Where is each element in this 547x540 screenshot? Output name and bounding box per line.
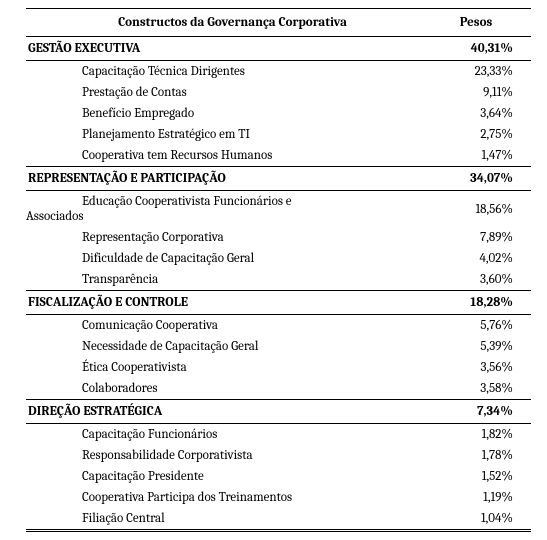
section-title: FISCALIZAÇÃO E CONTROLE [26, 291, 439, 315]
item-peso: 1,19% [439, 487, 531, 508]
section-row: GESTÃO EXECUTIVA 40,31% [26, 37, 531, 61]
table-row: Filiação Central1,04% [26, 508, 531, 531]
item-peso: 1,04% [439, 508, 531, 531]
section-title: REPRESENTAÇÃO E PARTICIPAÇÃO [26, 167, 439, 191]
item-label: Cooperativa Participa dos Treinamentos [26, 487, 439, 508]
section-peso: 18,28% [439, 291, 531, 315]
section-row: REPRESENTAÇÃO E PARTICIPAÇÃO 34,07% [26, 167, 531, 191]
item-label: Ética Cooperativista [26, 357, 439, 378]
item-label: Comunicação Cooperativa [26, 315, 439, 337]
item-label: Capacitação Presidente [26, 466, 439, 487]
item-label: Planejamento Estratégico em TI [26, 124, 439, 145]
item-label-line2: Associados [26, 209, 439, 224]
section-title: GESTÃO EXECUTIVA [26, 37, 439, 61]
item-peso: 7,89% [439, 227, 531, 248]
table-row: Capacitação Funcionários1,82% [26, 424, 531, 446]
item-peso: 1,47% [439, 145, 531, 167]
item-peso: 2,75% [439, 124, 531, 145]
item-peso: 3,56% [439, 357, 531, 378]
table-container: Constructos da Governança Corporativa Pe… [0, 0, 547, 540]
item-label: Filiação Central [26, 508, 439, 531]
table-row: Dificuldade de Capacitação Geral4,02% [26, 248, 531, 269]
item-label: Benefício Empregado [26, 103, 439, 124]
item-peso: 3,60% [439, 269, 531, 291]
item-label: Capacitação Funcionários [26, 424, 439, 446]
table-row: Comunicação Cooperativa5,76% [26, 315, 531, 337]
item-label: Dificuldade de Capacitação Geral [26, 248, 439, 269]
item-peso: 5,76% [439, 315, 531, 337]
section-peso: 34,07% [439, 167, 531, 191]
item-label: Cooperativa tem Recursos Humanos [26, 145, 439, 167]
table-row: Responsabilidade Corporativista1,78% [26, 445, 531, 466]
item-peso: 1,78% [439, 445, 531, 466]
table-row: Planejamento Estratégico em TI2,75% [26, 124, 531, 145]
item-label: Necessidade de Capacitação Geral [26, 336, 439, 357]
item-label: Prestação de Contas [26, 82, 439, 103]
item-peso: 18,56% [439, 191, 531, 228]
item-peso: 3,64% [439, 103, 531, 124]
table-row: Representação Corporativa7,89% [26, 227, 531, 248]
item-label: Responsabilidade Corporativista [26, 445, 439, 466]
item-label: Educação Cooperativista Funcionários e A… [26, 191, 439, 228]
table-row: Ética Cooperativista3,56% [26, 357, 531, 378]
header-pesos: Pesos [439, 9, 531, 37]
section-peso: 7,34% [439, 400, 531, 424]
section-peso: 40,31% [439, 37, 531, 61]
item-label: Colaboradores [26, 378, 439, 400]
item-peso: 3,58% [439, 378, 531, 400]
table-row: Transparência3,60% [26, 269, 531, 291]
header-constructos: Constructos da Governança Corporativa [26, 9, 439, 37]
table-header-row: Constructos da Governança Corporativa Pe… [26, 9, 531, 37]
table-row: Colaboradores3,58% [26, 378, 531, 400]
item-label: Transparência [26, 269, 439, 291]
table-row: Benefício Empregado3,64% [26, 103, 531, 124]
item-label-line1: Educação Cooperativista Funcionários e [26, 194, 439, 209]
table-row: Educação Cooperativista Funcionários e A… [26, 191, 531, 228]
table-row: Cooperativa Participa dos Treinamentos1,… [26, 487, 531, 508]
table-row: Capacitação Presidente1,52% [26, 466, 531, 487]
item-peso: 1,52% [439, 466, 531, 487]
section-title: DIREÇÃO ESTRATÉGICA [26, 400, 439, 424]
table-row: Cooperativa tem Recursos Humanos1,47% [26, 145, 531, 167]
item-peso: 5,39% [439, 336, 531, 357]
item-peso: 4,02% [439, 248, 531, 269]
table-row: Capacitação Técnica Dirigentes23,33% [26, 61, 531, 83]
item-label: Representação Corporativa [26, 227, 439, 248]
section-row: DIREÇÃO ESTRATÉGICA 7,34% [26, 400, 531, 424]
section-row: FISCALIZAÇÃO E CONTROLE 18,28% [26, 291, 531, 315]
item-peso: 23,33% [439, 61, 531, 83]
item-peso: 1,82% [439, 424, 531, 446]
item-label: Capacitação Técnica Dirigentes [26, 61, 439, 83]
table-row: Prestação de Contas9,11% [26, 82, 531, 103]
table-row: Necessidade de Capacitação Geral5,39% [26, 336, 531, 357]
governance-table: Constructos da Governança Corporativa Pe… [26, 8, 531, 532]
item-peso: 9,11% [439, 82, 531, 103]
